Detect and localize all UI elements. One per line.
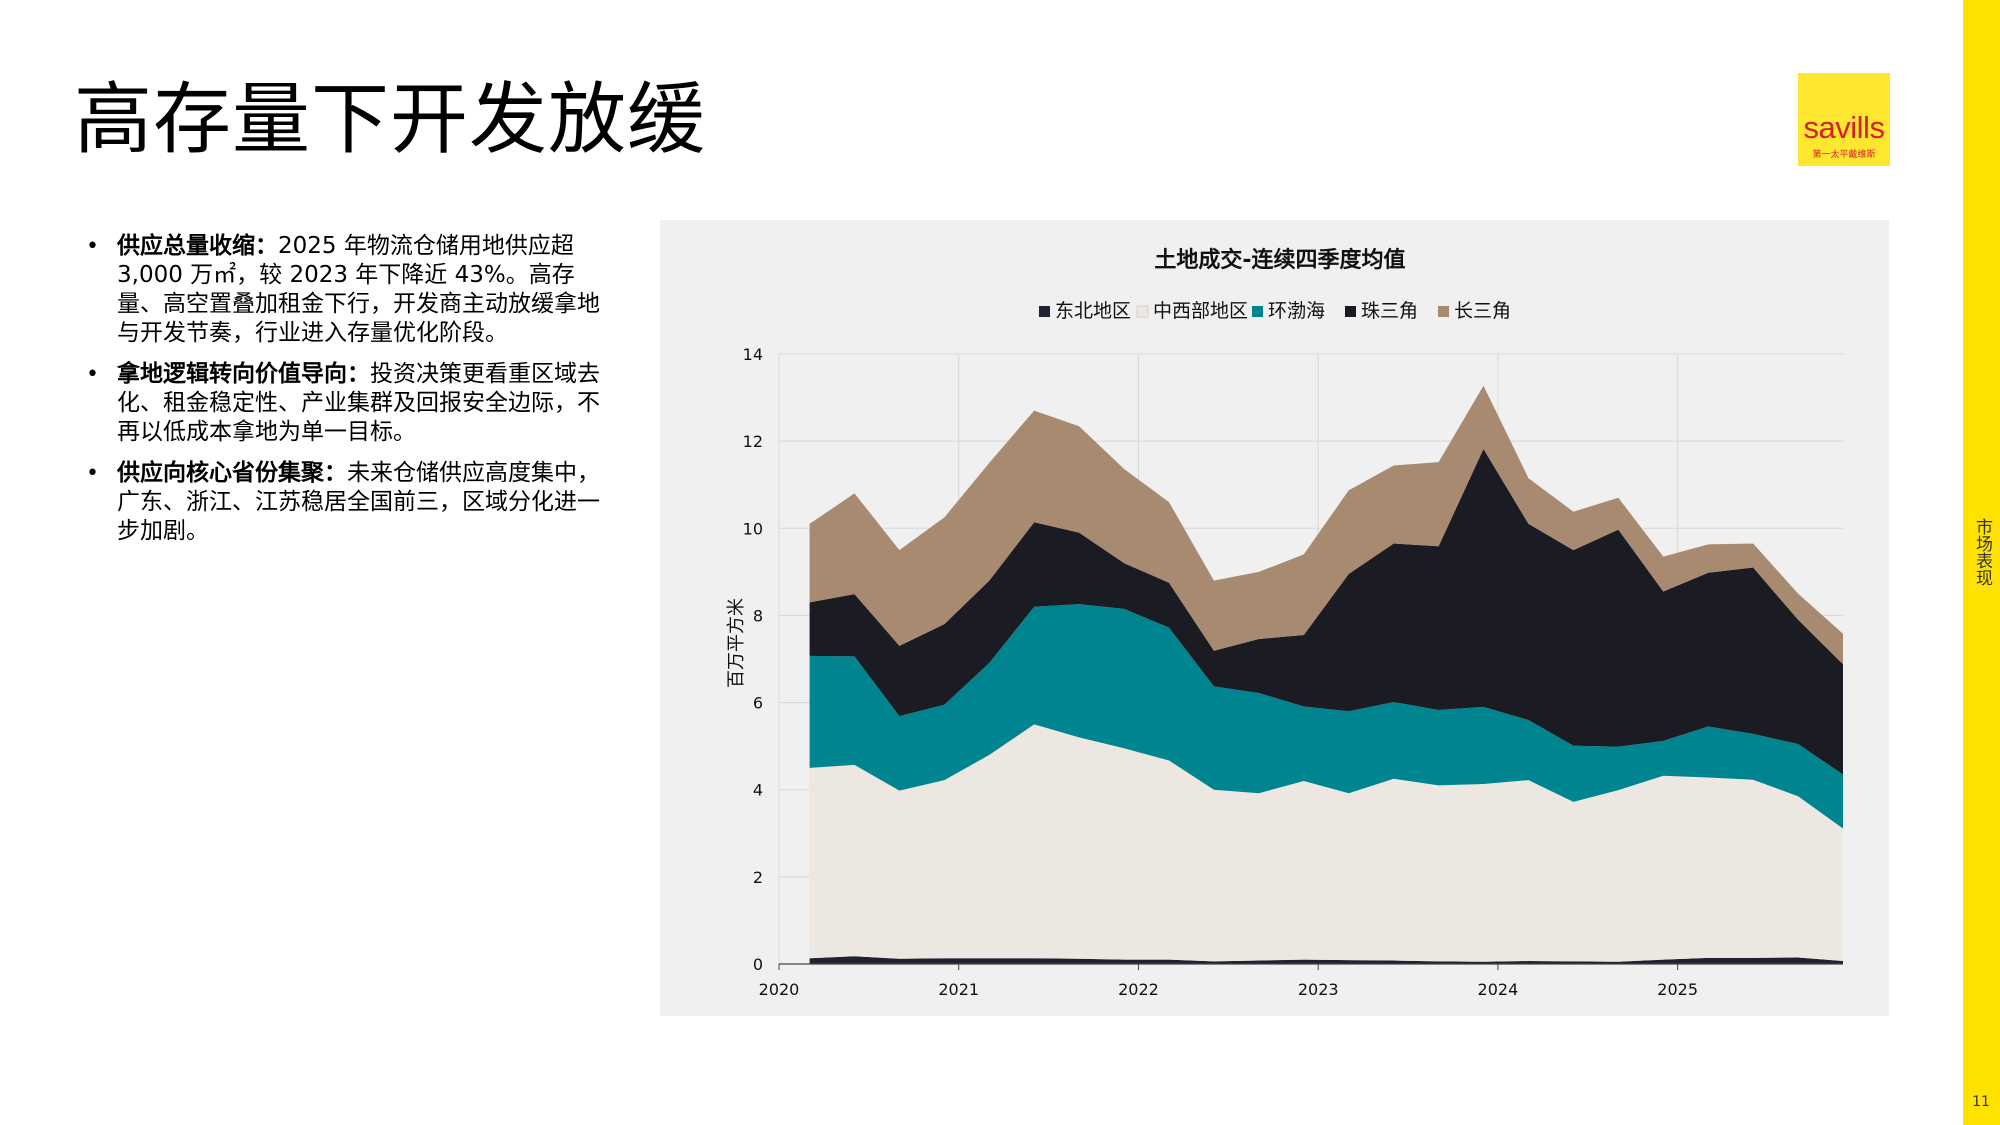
area-中西部地区 <box>809 724 1843 962</box>
logo-wordmark: savills <box>1803 110 1885 145</box>
legend-label: 环渤海 <box>1268 300 1325 322</box>
bullet-list: • 供应总量收缩：2025 年物流仓储用地供应超 3,000 万㎡，较 2023… <box>86 232 606 558</box>
legend-swatch <box>1252 306 1263 317</box>
legend-label: 珠三角 <box>1361 300 1418 322</box>
savills-logo: savills 第一太平戴维斯 <box>1798 73 1890 166</box>
y-tick-label: 0 <box>753 955 763 974</box>
bullet-marker: • <box>86 461 99 486</box>
bullet-heading: 供应向核心省份集聚： <box>117 460 347 486</box>
y-tick-label: 12 <box>743 432 763 451</box>
chart-title: 土地成交-连续四季度均值 <box>1154 247 1405 273</box>
logo-subtitle: 第一太平戴维斯 <box>1812 150 1876 160</box>
y-tick-label: 6 <box>753 694 763 713</box>
x-tick-label: 2024 <box>1478 980 1519 999</box>
area-长三角 <box>809 385 1843 665</box>
chart-panel: 土地成交-连续四季度均值 东北地区 中西部地区 环渤海 珠三角 长三角 0 2 4 6 8 10 1… <box>660 220 1889 1016</box>
chart-legend: 东北地区 中西部地区 环渤海 珠三角 长三角 <box>1039 300 1511 322</box>
y-tick-label: 8 <box>753 606 763 625</box>
bullet-item: • 拿地逻辑转向价值导向：投资决策更看重区域去化、租金稳定性、产业集群及回报安全… <box>86 360 606 447</box>
area-东北地区 <box>809 956 1843 964</box>
y-tick-label: 2 <box>753 868 763 887</box>
bullet-text: 未来仓储供应高度集中，广东、浙江、江苏稳居全国前三，区域分化进一步加剧。 <box>117 460 600 544</box>
legend-item: 东北地区 <box>1039 300 1131 322</box>
chart-axes: 0 2 4 6 8 10 12 14 2020 2021 2022 2023 2024 2025 <box>743 345 1843 999</box>
x-tick-label: 2021 <box>938 980 979 999</box>
legend-swatch <box>1345 306 1356 317</box>
legend-item: 环渤海 <box>1252 300 1325 322</box>
x-tick-label: 2025 <box>1657 980 1698 999</box>
bullet-text: 投资决策更看重区域去化、租金稳定性、产业集群及回报安全边际，不再以低成本拿地为单… <box>117 361 600 445</box>
legend-label: 东北地区 <box>1055 300 1131 322</box>
legend-item: 中西部地区 <box>1136 300 1248 322</box>
legend-swatch <box>1438 306 1449 317</box>
bullet-item: • 供应向核心省份集聚：未来仓储供应高度集中，广东、浙江、江苏稳居全国前三，区域… <box>86 459 606 546</box>
bullet-text: 2025 年物流仓储用地供应超 3,000 万㎡，较 2023 年下降近 43%… <box>117 233 600 346</box>
section-label: 市场表现 <box>1972 518 1992 586</box>
stacked-area-chart: 土地成交-连续四季度均值 东北地区 中西部地区 环渤海 珠三角 长三角 0 2 4 6 8 10 1… <box>726 247 1843 999</box>
bullet-marker: • <box>86 234 99 259</box>
y-tick-label: 10 <box>743 519 763 538</box>
bullet-heading: 拿地逻辑转向价值导向： <box>117 361 370 387</box>
x-tick-label: 2020 <box>759 980 800 999</box>
y-tick-label: 14 <box>743 345 763 364</box>
legend-item: 长三角 <box>1438 300 1511 322</box>
x-tick-label: 2023 <box>1298 980 1339 999</box>
bullet-heading: 供应总量收缩： <box>117 233 278 259</box>
section-sidebar <box>1963 0 2000 1125</box>
legend-label: 长三角 <box>1454 300 1511 322</box>
legend-label: 中西部地区 <box>1153 300 1248 322</box>
page-number: 11 <box>1972 1094 1990 1110</box>
area-珠三角 <box>809 449 1843 775</box>
legend-swatch <box>1136 305 1149 318</box>
area-环渤海 <box>809 604 1843 829</box>
page-title: 高存量下开发放缓 <box>74 75 707 165</box>
y-axis-label: 百万平方米 <box>726 598 747 688</box>
bullet-item: • 供应总量收缩：2025 年物流仓储用地供应超 3,000 万㎡，较 2023… <box>86 232 606 348</box>
bullet-marker: • <box>86 362 99 387</box>
legend-item: 珠三角 <box>1345 300 1418 322</box>
legend-swatch <box>1039 306 1050 317</box>
x-tick-label: 2022 <box>1118 980 1159 999</box>
chart-areas <box>809 385 1843 964</box>
y-tick-label: 4 <box>753 781 763 800</box>
